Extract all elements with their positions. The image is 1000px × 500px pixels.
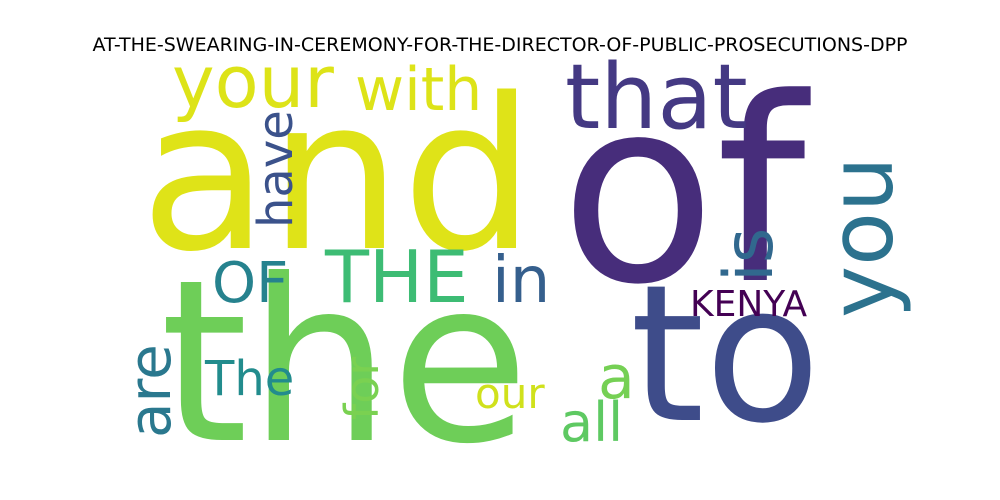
- cloud-word-you-7: you: [810, 156, 913, 318]
- cloud-word-for-16: for: [335, 357, 389, 420]
- cloud-word-to-3: to: [630, 244, 821, 465]
- cloud-word-the-10: THE: [324, 235, 469, 319]
- cloud-word-and-0: and: [140, 53, 535, 298]
- cloud-word-our-17: our: [475, 369, 545, 418]
- cloud-word-a-18: a: [598, 343, 635, 413]
- cloud-word-of-11: OF: [212, 251, 288, 316]
- cloud-word-of-1: of: [560, 44, 811, 341]
- cloud-word-have-9: have: [248, 110, 304, 228]
- cloud-word-in-12: in: [492, 244, 550, 318]
- cloud-word-with-6: with: [355, 55, 482, 125]
- cloud-word-kenya-13: KENYA: [690, 284, 807, 325]
- cloud-word-the-15: The: [204, 351, 294, 407]
- cloud-word-are-14: are: [116, 344, 184, 438]
- cloud-word-that-4: that: [565, 45, 748, 150]
- cloud-title: AT-THE-SWEARING-IN-CEREMONY-FOR-THE-DIRE…: [92, 34, 908, 56]
- cloud-word-all-19: all: [560, 391, 623, 454]
- cloud-word-your-5: your: [172, 40, 334, 124]
- cloud-word-is-8: is: [710, 228, 789, 282]
- cloud-word-the-2: the: [160, 232, 529, 494]
